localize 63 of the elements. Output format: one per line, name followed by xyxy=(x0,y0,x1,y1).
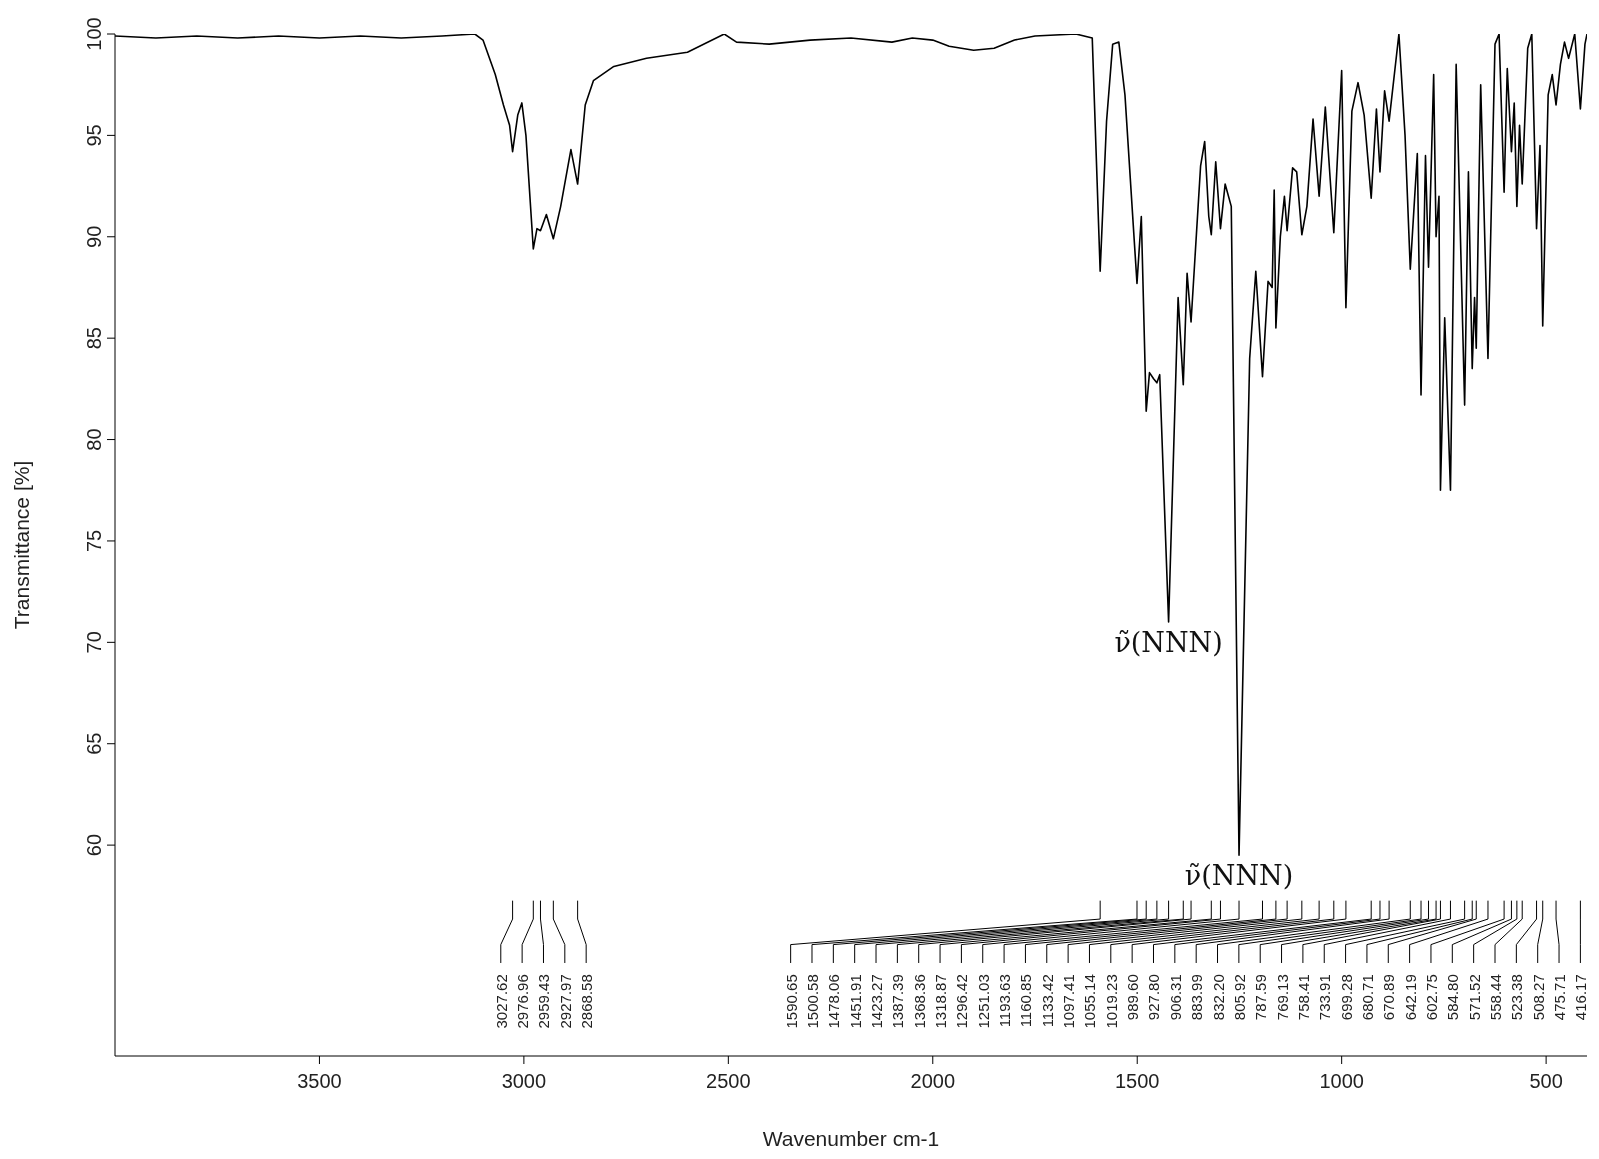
y-tick-label: 100 xyxy=(83,17,105,51)
y-tick-label: 90 xyxy=(83,225,105,248)
annotation: 1019.23 xyxy=(1102,974,1120,1029)
x-axis-title: Wavenumber cm-1 xyxy=(762,1127,940,1150)
x-tick-label: 1000 xyxy=(1319,1070,1364,1093)
annotation: 508.27 xyxy=(1529,974,1547,1021)
y-tick-label: 85 xyxy=(83,327,105,350)
annotation: 1500.58 xyxy=(803,974,821,1029)
annotation: 787.59 xyxy=(1252,974,1270,1021)
annotation: 523.38 xyxy=(1508,974,1526,1021)
annotation: 670.89 xyxy=(1380,974,1398,1021)
annotation: 2927.97 xyxy=(556,974,574,1029)
annotation: 416.17 xyxy=(1572,974,1590,1021)
y-axis-title: Transmittance [%] xyxy=(10,460,34,630)
x-tick-label: 500 xyxy=(1529,1070,1563,1093)
x-tick-label: 2500 xyxy=(706,1070,751,1093)
annotation: 1296.42 xyxy=(953,974,971,1029)
annotation: 1251.03 xyxy=(974,974,992,1029)
x-tick-label: 3500 xyxy=(297,1070,342,1093)
annotation: 1193.63 xyxy=(996,974,1014,1028)
annotation: 1590.65 xyxy=(782,974,800,1029)
y-tick-label: 70 xyxy=(83,631,105,654)
y-tick-label: 65 xyxy=(83,732,105,755)
annotation: 1097.41 xyxy=(1060,974,1078,1029)
annotation: 1451.91 xyxy=(846,974,864,1029)
annotation: 2976.96 xyxy=(514,974,532,1029)
annotation: 1055.14 xyxy=(1081,974,1099,1029)
y-tick-label: 60 xyxy=(83,833,105,857)
annotation: 883.99 xyxy=(1188,974,1206,1021)
annotation: 989.60 xyxy=(1124,974,1142,1021)
x-tick-label: 2000 xyxy=(910,1070,956,1093)
annotation: 2959.43 xyxy=(535,974,553,1029)
annotation: 805.92 xyxy=(1230,974,1248,1021)
annotation: 680.71 xyxy=(1358,974,1376,1021)
annotation: 1318.87 xyxy=(932,974,950,1029)
annotation: 602.75 xyxy=(1422,974,1440,1021)
annotation: 3027.62 xyxy=(492,974,510,1029)
annotation: 1160.85 xyxy=(1017,974,1035,1028)
annotation: 1478.06 xyxy=(825,974,843,1029)
annotation: 571.52 xyxy=(1465,974,1483,1021)
annotation: 733.91 xyxy=(1316,974,1334,1021)
annotation: 2868.58 xyxy=(578,974,596,1029)
y-tick-label: 75 xyxy=(83,529,105,553)
annotation: 699.28 xyxy=(1337,974,1355,1021)
annotation: 758.41 xyxy=(1294,974,1312,1021)
annotation: 1423.27 xyxy=(868,974,886,1029)
annotation: 906.31 xyxy=(1166,974,1184,1021)
annotation: 1387.39 xyxy=(889,974,907,1029)
annotation: 769.13 xyxy=(1273,974,1291,1021)
annotation: 832.20 xyxy=(1209,974,1227,1021)
annotation: 1133.42 xyxy=(1038,974,1056,1028)
x-tick-label: 1500 xyxy=(1114,1070,1160,1093)
annotation: 1368.36 xyxy=(910,974,928,1029)
annotation: ν̃(NNN) xyxy=(1184,860,1294,892)
annotation: 927.80 xyxy=(1145,974,1163,1021)
annotation: 584.80 xyxy=(1444,974,1462,1021)
annotation: 642.19 xyxy=(1401,974,1419,1021)
annotation: 475.71 xyxy=(1551,974,1569,1021)
annotation: ν̃(NNN) xyxy=(1114,627,1223,659)
x-tick-label: 3000 xyxy=(501,1070,547,1093)
annotation: 558.44 xyxy=(1487,974,1504,1021)
y-tick-label: 80 xyxy=(83,428,105,451)
y-tick-label: 95 xyxy=(83,124,105,147)
